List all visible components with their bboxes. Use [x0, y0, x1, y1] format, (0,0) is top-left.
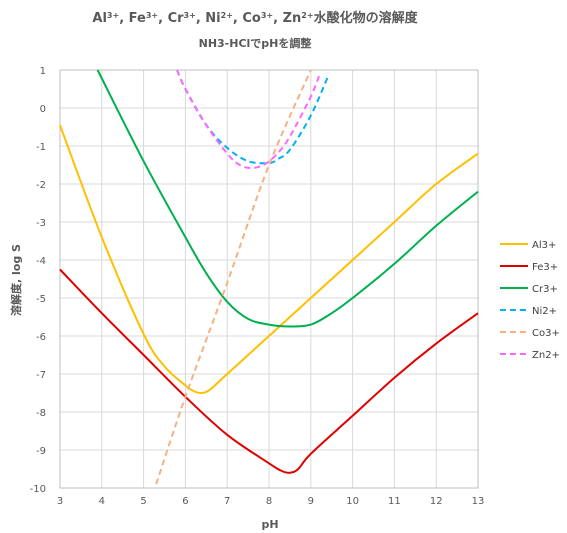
chart-subtitle: NH3-HClでpHを調整	[199, 36, 312, 50]
gridlines	[59, 69, 479, 489]
legend: Al3+ Fe3+ Cr3+ Ni2+ Co3+ Zn2+	[500, 240, 560, 361]
x-tick-label: 9	[308, 496, 314, 507]
y-tick-label: -9	[36, 446, 46, 457]
x-tick-label: 13	[472, 496, 485, 507]
series-line-al3	[59, 124, 479, 395]
y-tick-label: -1	[36, 142, 46, 153]
y-tick-label: 0	[40, 104, 46, 115]
x-axis-label: pH	[261, 518, 278, 531]
legend-label-cr3: Cr3+	[532, 284, 558, 295]
y-tick-label: -5	[36, 294, 46, 305]
legend-label-co3: Co3+	[532, 328, 560, 339]
series-line-zn2	[176, 69, 321, 170]
series-line-ni2	[176, 69, 329, 165]
series-line-co3	[155, 69, 312, 485]
y-tick-label: -2	[36, 180, 46, 191]
x-tick-label: 6	[182, 496, 188, 507]
x-tick-label: 4	[99, 496, 105, 507]
y-axis-label: 溶解度, log S	[9, 244, 23, 316]
legend-label-al3: Al3+	[532, 240, 556, 251]
x-tick-label: 10	[346, 496, 359, 507]
legend-label-zn2: Zn2+	[532, 350, 560, 361]
x-tick-label: 5	[140, 496, 146, 507]
chart-title: Al3+, Fe3+, Cr3+, Ni2+, Co3+, Zn2+水酸化物の溶…	[92, 10, 418, 26]
y-tick-label: -6	[36, 332, 46, 343]
y-tick-label: -3	[36, 218, 46, 229]
x-tick-label: 3	[57, 496, 63, 507]
series-line-fe3	[59, 268, 479, 474]
x-tick-label: 8	[266, 496, 272, 507]
legend-label-fe3: Fe3+	[532, 262, 558, 273]
y-tick-label: -7	[36, 370, 46, 381]
y-tick-label: 1	[40, 66, 46, 77]
x-tick-label: 12	[430, 496, 443, 507]
y-tick-label: -10	[30, 484, 46, 495]
plot-area	[59, 69, 479, 489]
x-tick-label: 11	[388, 496, 401, 507]
y-tick-label: -8	[36, 408, 46, 419]
series-lines	[59, 69, 479, 485]
series-line-cr3	[96, 69, 479, 328]
x-tick-label: 7	[224, 496, 230, 507]
legend-label-ni2: Ni2+	[532, 306, 557, 317]
plot-border	[59, 69, 479, 489]
y-tick-label: -4	[36, 256, 46, 267]
